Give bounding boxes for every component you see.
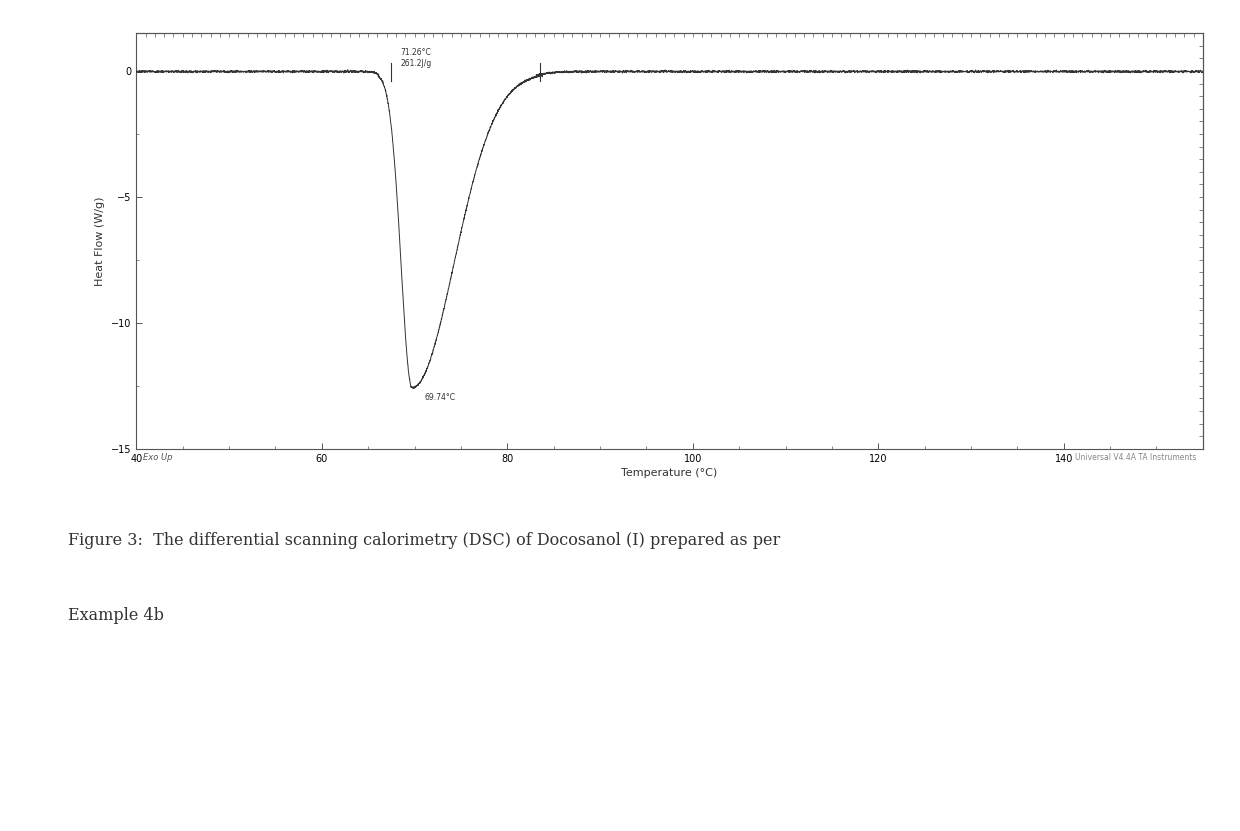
Y-axis label: Heat Flow (W/g): Heat Flow (W/g) bbox=[95, 196, 105, 286]
X-axis label: Temperature (°C): Temperature (°C) bbox=[621, 468, 718, 478]
Text: Exo Up: Exo Up bbox=[143, 453, 172, 462]
Text: Example 4b: Example 4b bbox=[68, 607, 164, 623]
Text: 69.74°C: 69.74°C bbox=[424, 393, 455, 402]
Text: 71.26°C
261.2J/g: 71.26°C 261.2J/g bbox=[401, 48, 432, 68]
Text: Universal V4.4A TA Instruments: Universal V4.4A TA Instruments bbox=[1075, 453, 1197, 462]
Text: Figure 3:  The differential scanning calorimetry (DSC) of Docosanol (I) prepared: Figure 3: The differential scanning calo… bbox=[68, 532, 780, 548]
